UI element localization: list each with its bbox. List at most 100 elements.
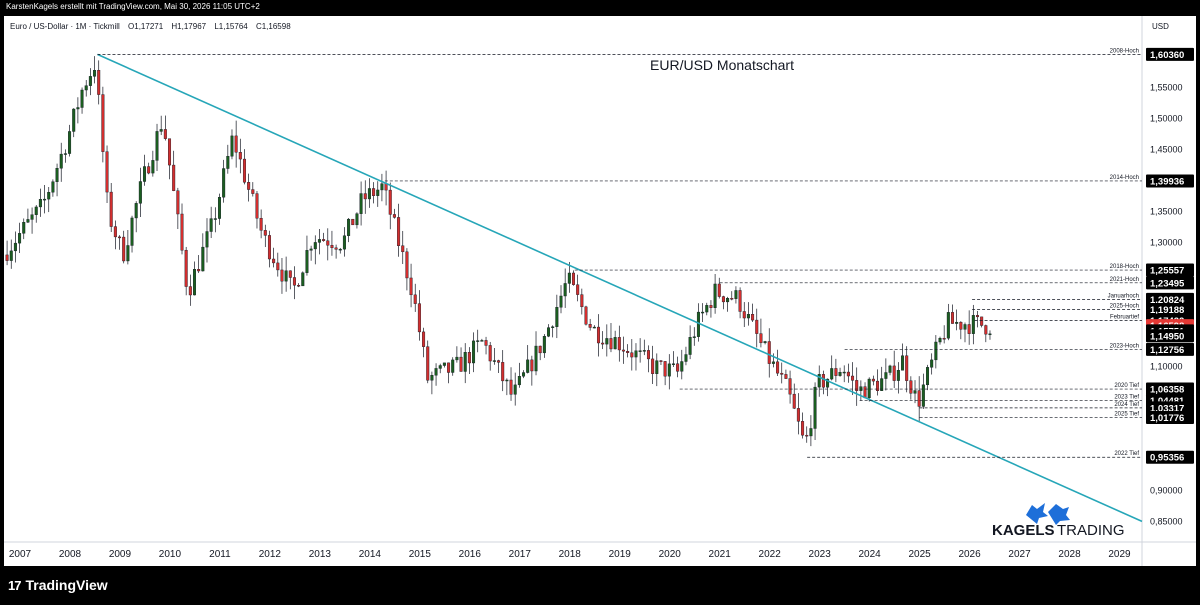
y-tick-label: 0,85000 — [1150, 516, 1183, 526]
candle — [122, 236, 126, 262]
price-label: 1,19188 — [1150, 305, 1184, 316]
candle — [805, 434, 809, 437]
candle — [888, 365, 892, 373]
level-label: 2018-Hoch — [1110, 264, 1139, 270]
candle — [967, 324, 971, 334]
candle — [896, 370, 900, 381]
candle — [613, 337, 617, 350]
candle — [726, 298, 730, 303]
candle — [238, 152, 242, 160]
candle — [330, 245, 334, 249]
candle — [147, 166, 151, 174]
candle — [667, 363, 671, 377]
candle — [638, 350, 642, 352]
candle — [492, 360, 496, 362]
candle — [388, 189, 392, 215]
candle — [855, 380, 859, 391]
candle — [584, 306, 588, 325]
candle — [159, 129, 163, 132]
candle — [817, 374, 821, 388]
candle — [138, 181, 142, 204]
candle — [284, 270, 288, 282]
candle — [892, 365, 896, 381]
watermark-suffix: TRADING — [1057, 522, 1125, 539]
candle — [784, 374, 788, 379]
candle — [684, 354, 688, 362]
x-tick-label: 2009 — [109, 549, 132, 560]
candle — [38, 199, 42, 208]
candle — [813, 386, 817, 429]
candle — [263, 230, 267, 236]
candle — [376, 189, 380, 196]
candle — [863, 386, 867, 399]
y-tick-label: 1,45000 — [1150, 145, 1183, 155]
candle — [767, 341, 771, 364]
candle — [313, 242, 317, 250]
candle — [884, 372, 888, 379]
candle — [184, 249, 188, 287]
candle — [34, 206, 38, 215]
level-label: 2020 Tief — [1114, 383, 1139, 389]
x-tick-label: 2019 — [609, 549, 632, 560]
candle — [455, 356, 459, 361]
candle — [751, 314, 755, 321]
x-tick-label: 2025 — [908, 549, 931, 560]
candle — [634, 350, 638, 358]
candle — [905, 355, 909, 381]
candle — [717, 283, 721, 297]
candle — [713, 283, 717, 308]
level-label: 2014-Hoch — [1110, 175, 1139, 181]
candle — [522, 372, 526, 377]
candle — [742, 311, 746, 319]
candle — [963, 324, 967, 330]
candle — [172, 164, 176, 191]
candle — [821, 374, 825, 388]
candle — [222, 168, 226, 198]
candle — [188, 286, 192, 296]
candle — [588, 324, 592, 328]
candle — [671, 363, 675, 365]
price-label-box — [1146, 450, 1194, 464]
candle — [18, 233, 22, 244]
candle — [651, 358, 655, 374]
candle — [517, 376, 521, 386]
candle — [926, 367, 930, 386]
candle — [975, 315, 979, 318]
candle — [676, 363, 680, 372]
credit-line: KarstenKagels erstellt mit TradingView.c… — [6, 2, 260, 11]
x-tick-label: 2018 — [559, 549, 582, 560]
level-label: Januarhoch — [1108, 293, 1139, 299]
candle — [696, 311, 700, 337]
price-label: 1,23495 — [1150, 278, 1185, 289]
symbol-info: Euro / US-Dollar · 1M · Tickmill O1,1727… — [10, 22, 297, 31]
candle — [68, 131, 72, 154]
candle — [26, 219, 30, 223]
candle — [438, 365, 442, 369]
candle — [197, 269, 201, 272]
candle — [538, 345, 542, 354]
candle — [576, 284, 580, 295]
x-tick-label: 2010 — [159, 549, 182, 560]
level-label: 2023 Tief — [1114, 395, 1139, 401]
chart-area[interactable] — [4, 16, 1196, 566]
ohlc-open: O1,17271 — [128, 22, 164, 31]
candle — [276, 262, 280, 271]
candle — [130, 217, 134, 246]
candle — [180, 213, 184, 251]
candle — [59, 153, 63, 169]
currency-label: USD — [1152, 22, 1169, 31]
candle — [317, 239, 321, 243]
candle — [118, 236, 122, 239]
price-label: 1,60360 — [1150, 50, 1184, 61]
price-label: 0,95356 — [1150, 453, 1184, 464]
candle — [567, 272, 571, 284]
candle — [392, 214, 396, 218]
x-tick-label: 2016 — [459, 549, 482, 560]
candle — [542, 336, 546, 354]
candle — [738, 290, 742, 312]
price-label: 1,14950 — [1150, 331, 1184, 342]
candle — [426, 346, 430, 381]
candle — [980, 316, 984, 326]
candle — [913, 390, 917, 394]
